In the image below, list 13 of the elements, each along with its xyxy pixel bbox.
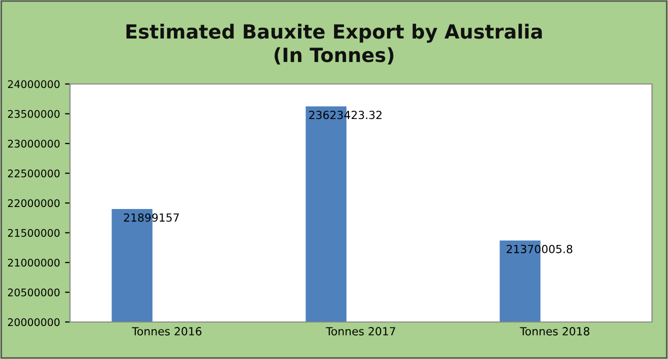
x-tick-label: Tonnes 2017: [326, 327, 396, 336]
y-tick-label: 20500000: [8, 288, 60, 296]
x-tick-label: Tonnes 2018: [520, 327, 590, 336]
y-tick-label: 21000000: [8, 258, 60, 267]
chart-title: Estimated Bauxite Export by Australia (In Tonnes): [126, 24, 542, 65]
y-tick-label: 22500000: [8, 169, 60, 178]
x-tick-label: Tonnes 2016: [132, 327, 202, 336]
y-tick-label: 21500000: [8, 228, 60, 237]
y-tick-label: 23000000: [8, 140, 60, 148]
y-tick-label: 23500000: [8, 110, 60, 118]
y-tick-label: 20000000: [8, 318, 60, 326]
y-tick-label: 22000000: [8, 199, 60, 208]
y-tick-label: 24000000: [8, 80, 60, 88]
